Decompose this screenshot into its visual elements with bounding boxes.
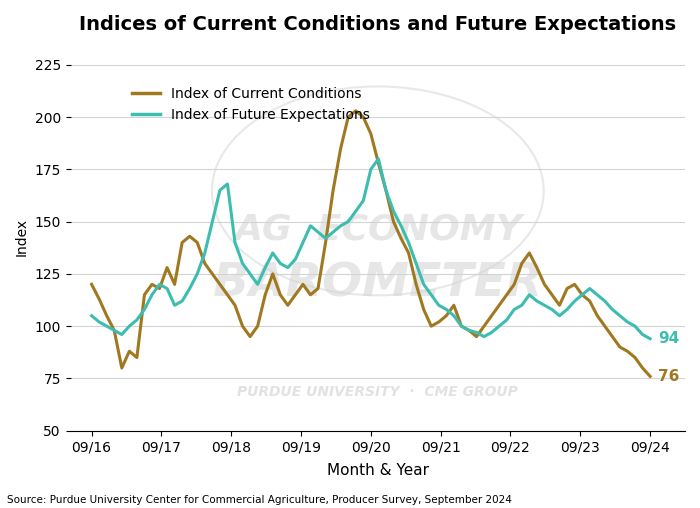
Legend: Index of Current Conditions, Index of Future Expectations: Index of Current Conditions, Index of Fu… <box>127 82 376 128</box>
Text: BAROMETER: BAROMETER <box>214 261 542 306</box>
Text: PURDUE UNIVERSITY  ·  CME GROUP: PURDUE UNIVERSITY · CME GROUP <box>237 385 518 399</box>
X-axis label: Month & Year: Month & Year <box>327 463 429 478</box>
Title: Indices of Current Conditions and Future Expectations: Indices of Current Conditions and Future… <box>79 15 676 34</box>
Y-axis label: Index: Index <box>15 218 29 257</box>
Text: 76: 76 <box>659 369 680 384</box>
Text: 94: 94 <box>659 331 680 346</box>
Text: Source: Purdue University Center for Commercial Agriculture, Producer Survey, Se: Source: Purdue University Center for Com… <box>7 495 512 505</box>
Text: AG  ECONOMY: AG ECONOMY <box>234 212 522 246</box>
